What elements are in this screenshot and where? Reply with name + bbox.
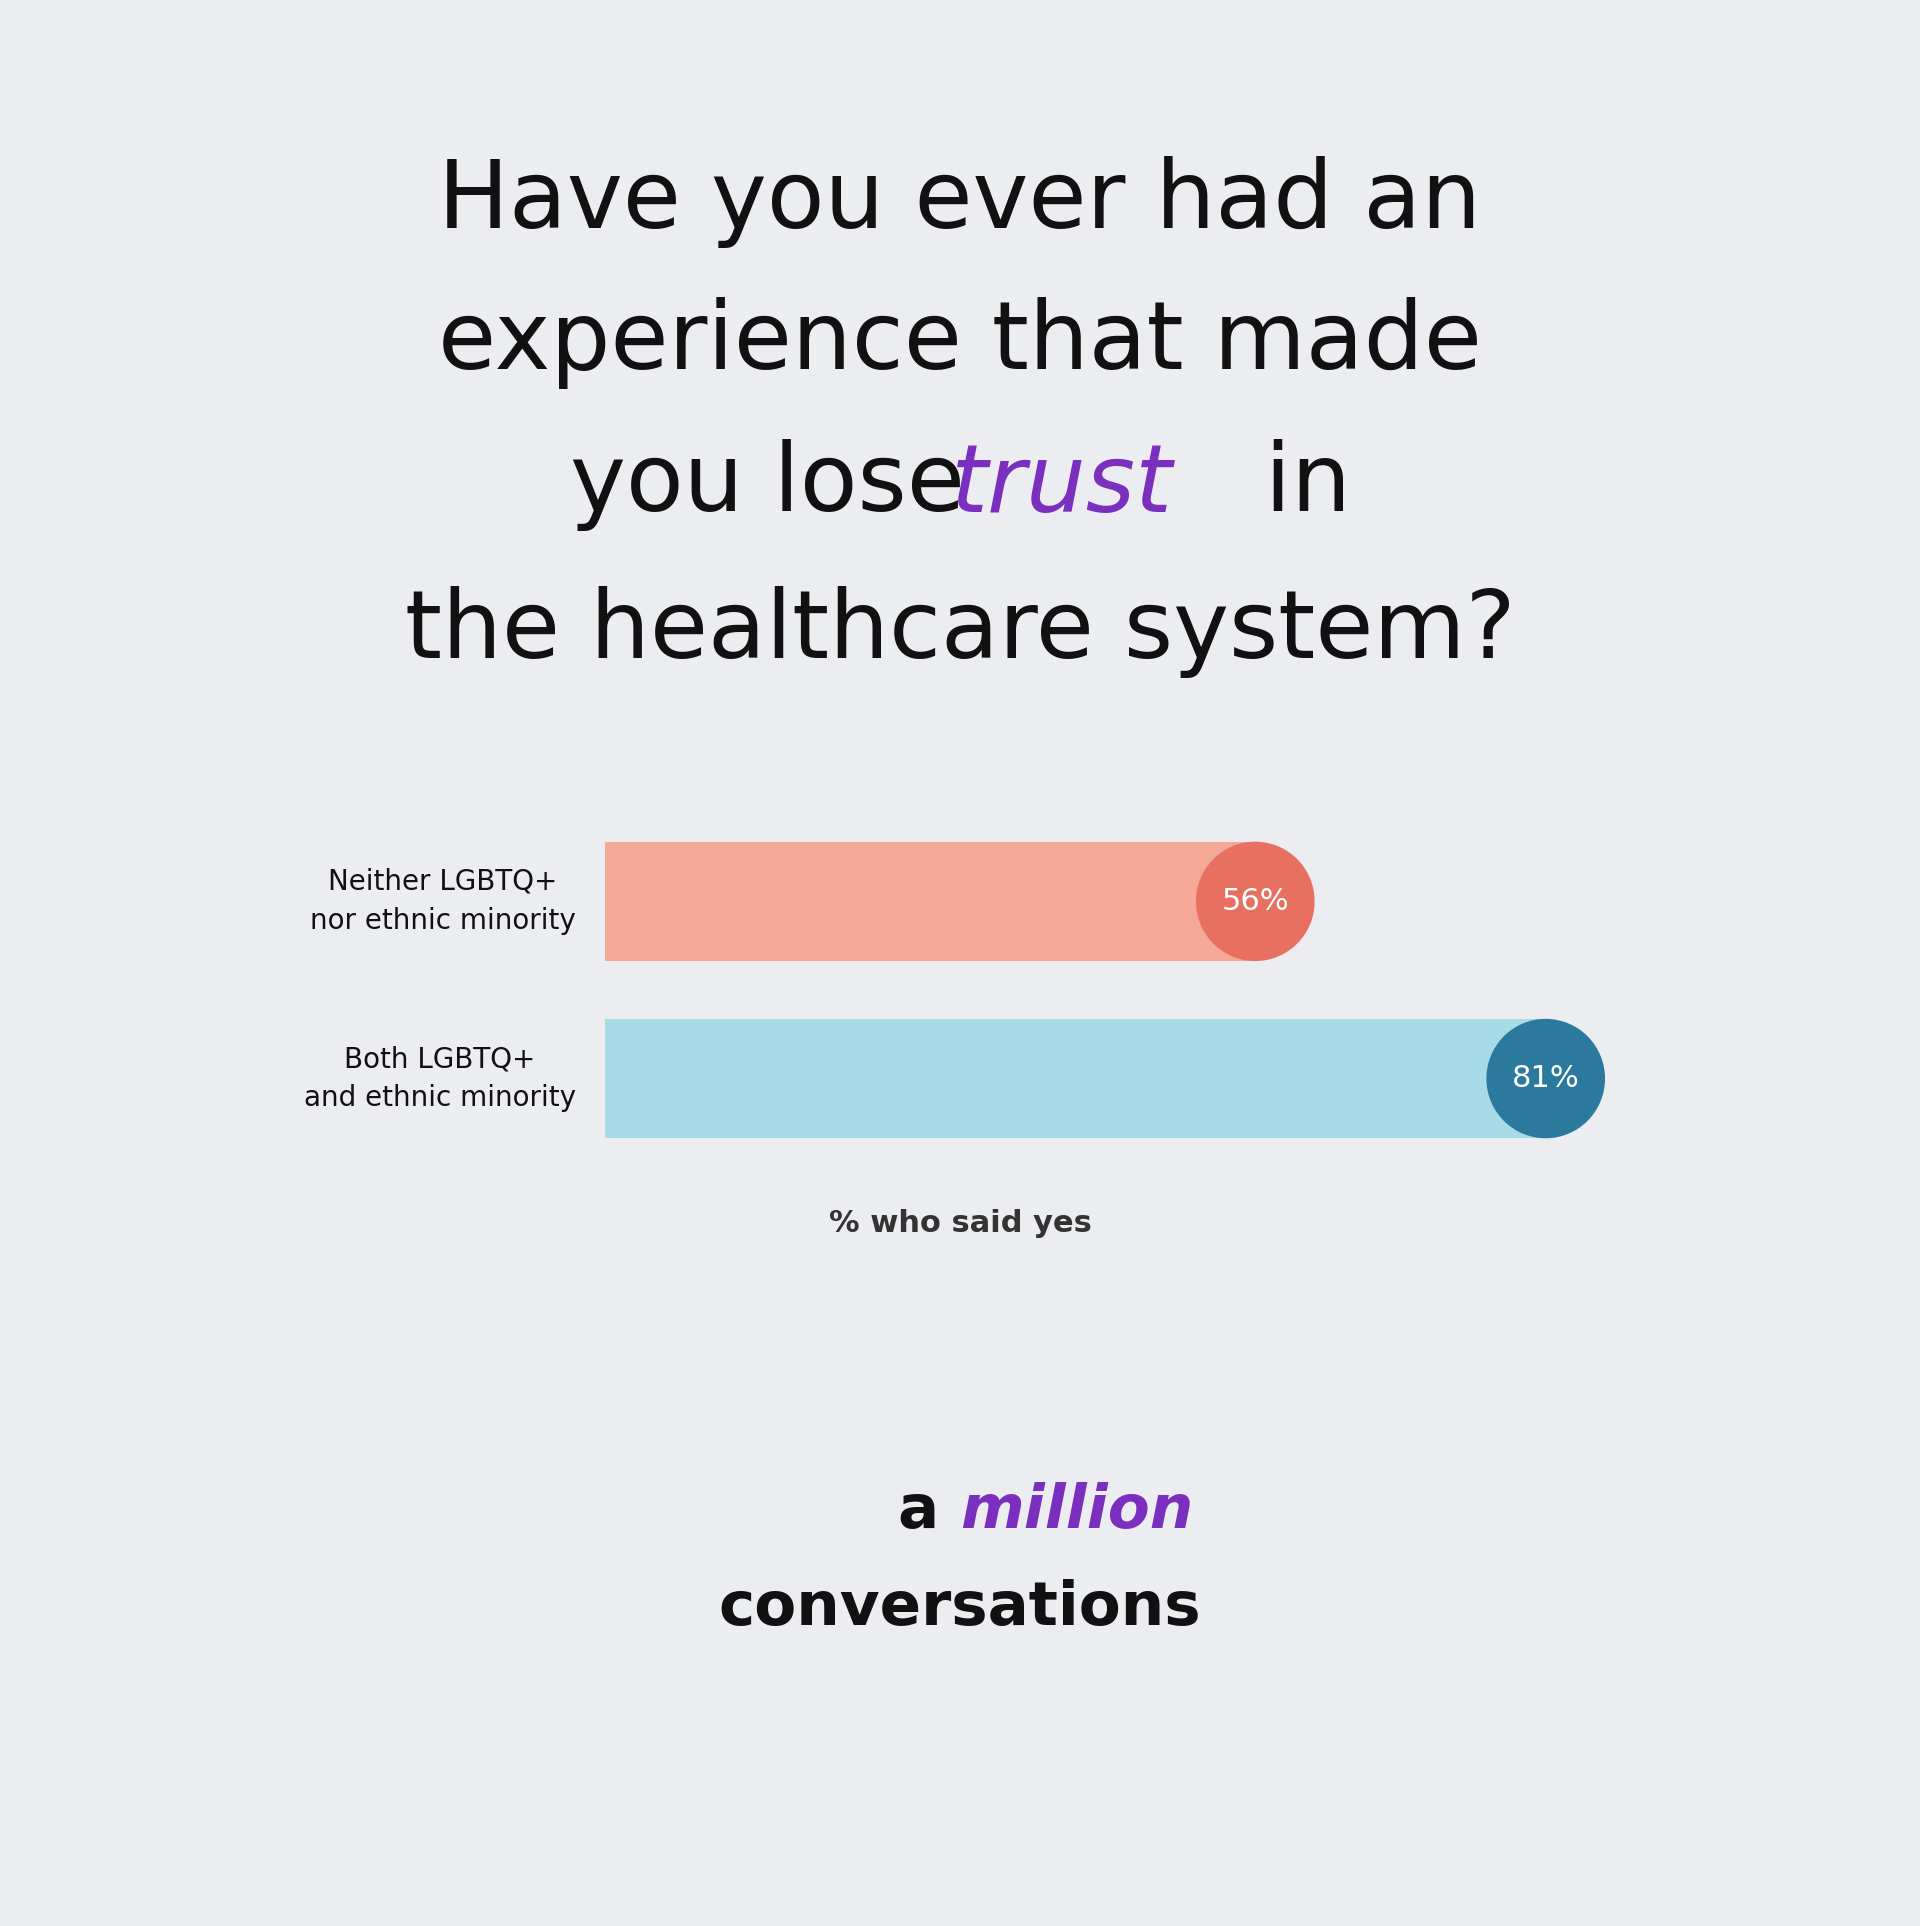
Text: experience that made: experience that made <box>438 297 1482 389</box>
Text: the healthcare system?: the healthcare system? <box>405 586 1515 678</box>
Text: a: a <box>899 1483 960 1541</box>
Text: conversations: conversations <box>718 1579 1202 1637</box>
Text: % who said yes: % who said yes <box>829 1208 1091 1238</box>
Text: 56%: 56% <box>1221 886 1288 917</box>
Text: 81%: 81% <box>1511 1063 1580 1094</box>
Bar <box>605 1019 1546 1138</box>
Ellipse shape <box>1486 1019 1605 1138</box>
Text: Both LGBTQ+
and ethnic minority: Both LGBTQ+ and ethnic minority <box>303 1046 576 1111</box>
Text: Neither LGBTQ+
nor ethnic minority: Neither LGBTQ+ nor ethnic minority <box>311 869 576 934</box>
Text: million: million <box>960 1483 1192 1541</box>
Text: Have you ever had an: Have you ever had an <box>438 156 1482 248</box>
Text: trust: trust <box>950 439 1173 532</box>
Ellipse shape <box>1196 842 1315 961</box>
Bar <box>605 842 1256 961</box>
Text: you lose          in: you lose in <box>570 439 1350 532</box>
